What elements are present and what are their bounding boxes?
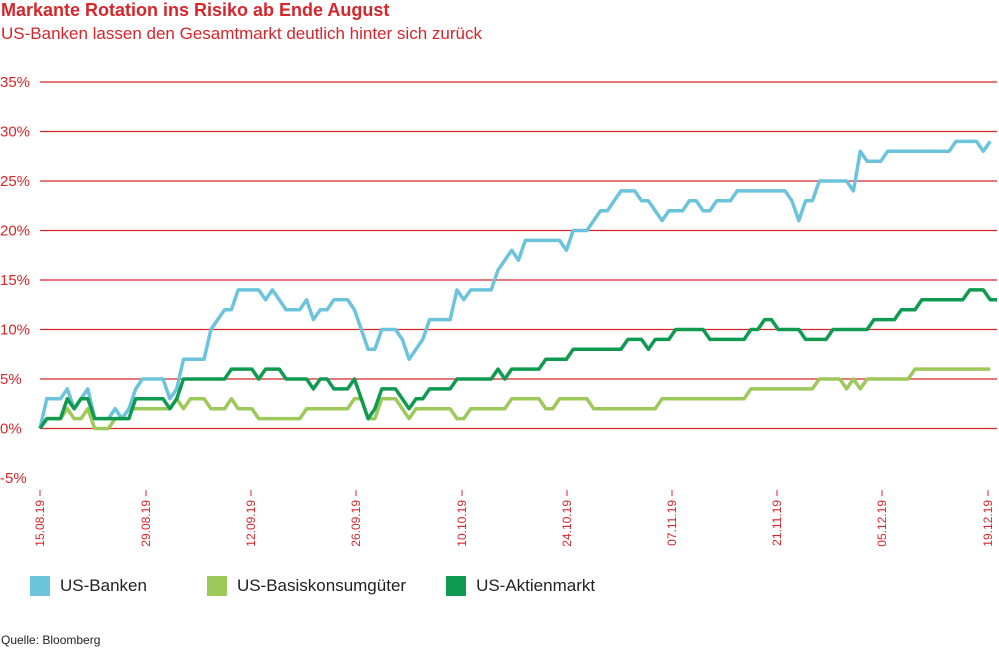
y-tick-label: 25%: [0, 173, 30, 190]
y-tick-label: 0%: [0, 421, 22, 438]
legend-swatch: [446, 576, 467, 596]
legend-item-us-basiskonsumgueter: US-Basiskonsumgüter: [206, 576, 407, 596]
legend-label: US-Aktienmarkt: [476, 576, 596, 595]
legend-label: US-Banken: [60, 576, 147, 595]
legend-swatch: [30, 576, 50, 596]
legend-item-us-banken: US-Banken: [30, 576, 147, 596]
series-line-us-aktienmarkt: [38, 288, 997, 430]
x-tick-label: 19.12.19: [981, 500, 995, 547]
chart-legend: US-Banken US-Basiskonsumgüter US-Aktienm…: [30, 576, 595, 596]
chart-subtitle: US-Banken lassen den Gesamtmarkt deutlic…: [1, 24, 482, 43]
y-tick-label: 15%: [0, 272, 30, 289]
legend-item-us-aktienmarkt: US-Aktienmarkt: [446, 576, 595, 596]
x-tick-label: 12.09.19: [244, 500, 258, 547]
x-tick-label: 15.08.19: [33, 500, 47, 547]
y-tick-label: -5%: [0, 470, 27, 487]
x-tick-label: 21.11.19: [770, 500, 784, 546]
x-tick-label: 10.10.19: [455, 500, 469, 547]
x-tick-label: 29.08.19: [139, 500, 153, 547]
y-tick-label: 30%: [0, 124, 30, 141]
y-tick-label: 35%: [0, 74, 30, 91]
y-tick-label: 10%: [0, 322, 30, 339]
y-tick-label: 20%: [0, 223, 30, 240]
line-chart: 35% 30% 25% 20% 15% 10% 5% 0% -5% 15.08.19 29.08.…: [0, 74, 997, 547]
series-line-us-basiskonsumg-ter: [38, 367, 991, 431]
legend-label: US-Basiskonsumgüter: [236, 576, 407, 595]
x-tick-label: 24.10.19: [560, 500, 574, 547]
legend-swatch: [206, 576, 227, 596]
y-tick-label: 5%: [0, 371, 22, 388]
x-tick-label: 07.11.19: [665, 500, 679, 546]
series-line-us-banken: [38, 139, 992, 429]
x-tick-label: 26.09.19: [349, 500, 363, 547]
chart-title: Markante Rotation ins Risiko ab Ende Aug…: [1, 0, 390, 20]
x-tick-label: 05.12.19: [875, 500, 889, 547]
source-note: Quelle: Bloomberg: [1, 633, 101, 647]
